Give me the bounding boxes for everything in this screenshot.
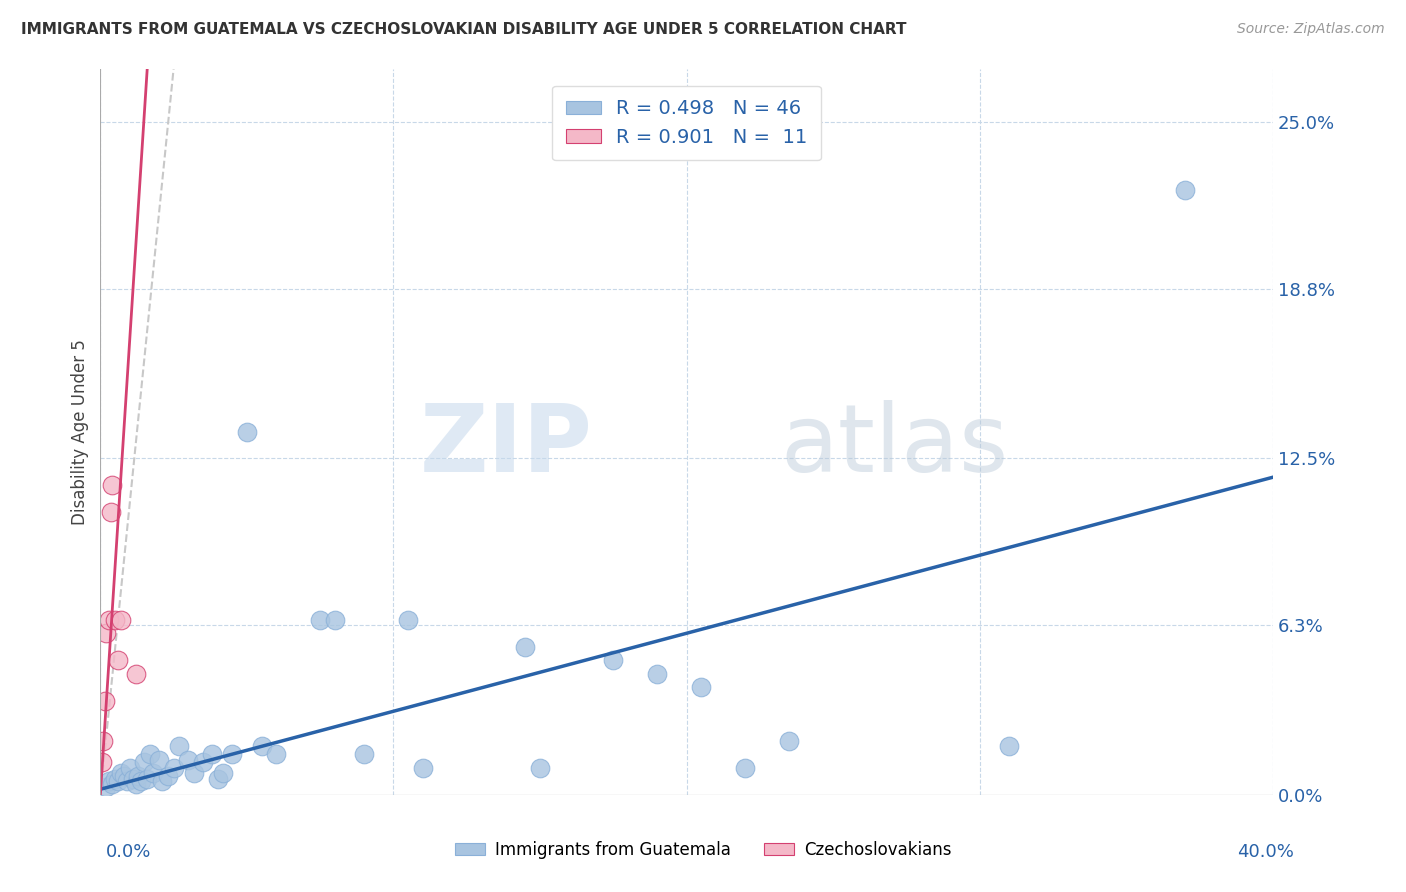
Point bbox=[101, 478, 124, 492]
Point bbox=[309, 613, 332, 627]
Point bbox=[156, 769, 179, 783]
Point bbox=[191, 756, 214, 770]
Point bbox=[221, 747, 243, 762]
Point bbox=[104, 613, 127, 627]
Point bbox=[998, 739, 1021, 754]
Point bbox=[100, 505, 122, 519]
Point bbox=[529, 761, 551, 775]
Point bbox=[104, 772, 127, 786]
Text: Source: ZipAtlas.com: Source: ZipAtlas.com bbox=[1237, 22, 1385, 37]
Point bbox=[734, 761, 756, 775]
Point bbox=[250, 739, 273, 754]
Point bbox=[96, 780, 118, 794]
Point bbox=[110, 766, 132, 780]
Point bbox=[1174, 182, 1197, 196]
Point bbox=[207, 772, 229, 786]
Point bbox=[396, 613, 419, 627]
Text: ZIP: ZIP bbox=[420, 401, 593, 492]
Point bbox=[94, 693, 117, 707]
Point bbox=[139, 747, 162, 762]
Point bbox=[112, 769, 135, 783]
Text: IMMIGRANTS FROM GUATEMALA VS CZECHOSLOVAKIAN DISABILITY AGE UNDER 5 CORRELATION : IMMIGRANTS FROM GUATEMALA VS CZECHOSLOVA… bbox=[21, 22, 907, 37]
Point bbox=[127, 769, 149, 783]
Point bbox=[98, 774, 121, 789]
Point bbox=[115, 774, 138, 789]
Point bbox=[118, 761, 141, 775]
Point bbox=[212, 766, 235, 780]
Point bbox=[134, 756, 156, 770]
Point bbox=[515, 640, 537, 654]
Point bbox=[353, 747, 375, 762]
Text: atlas: atlas bbox=[780, 401, 1008, 492]
Point bbox=[201, 747, 224, 762]
Point bbox=[107, 774, 129, 789]
Point bbox=[96, 626, 118, 640]
Text: 40.0%: 40.0% bbox=[1237, 843, 1294, 861]
Point bbox=[136, 772, 159, 786]
Y-axis label: Disability Age Under 5: Disability Age Under 5 bbox=[72, 339, 89, 524]
Point bbox=[264, 747, 287, 762]
Point bbox=[124, 666, 146, 681]
Point bbox=[177, 753, 200, 767]
Legend: R = 0.498   N = 46, R = 0.901   N =  11: R = 0.498 N = 46, R = 0.901 N = 11 bbox=[553, 86, 821, 161]
Point bbox=[602, 653, 624, 667]
Point bbox=[162, 761, 184, 775]
Point bbox=[645, 666, 668, 681]
Point bbox=[121, 772, 143, 786]
Point bbox=[91, 734, 114, 748]
Point bbox=[236, 425, 259, 439]
Point bbox=[101, 777, 124, 791]
Point bbox=[169, 739, 191, 754]
Point bbox=[150, 774, 173, 789]
Point bbox=[183, 766, 205, 780]
Point bbox=[131, 774, 153, 789]
Point bbox=[90, 756, 112, 770]
Point bbox=[110, 613, 132, 627]
Point bbox=[412, 761, 434, 775]
Point bbox=[778, 734, 800, 748]
Point bbox=[98, 613, 121, 627]
Point bbox=[107, 653, 129, 667]
Point bbox=[323, 613, 346, 627]
Point bbox=[690, 680, 713, 694]
Text: 0.0%: 0.0% bbox=[105, 843, 150, 861]
Point bbox=[124, 777, 146, 791]
Point bbox=[142, 766, 165, 780]
Point bbox=[148, 753, 170, 767]
Legend: Immigrants from Guatemala, Czechoslovakians: Immigrants from Guatemala, Czechoslovaki… bbox=[449, 835, 957, 866]
